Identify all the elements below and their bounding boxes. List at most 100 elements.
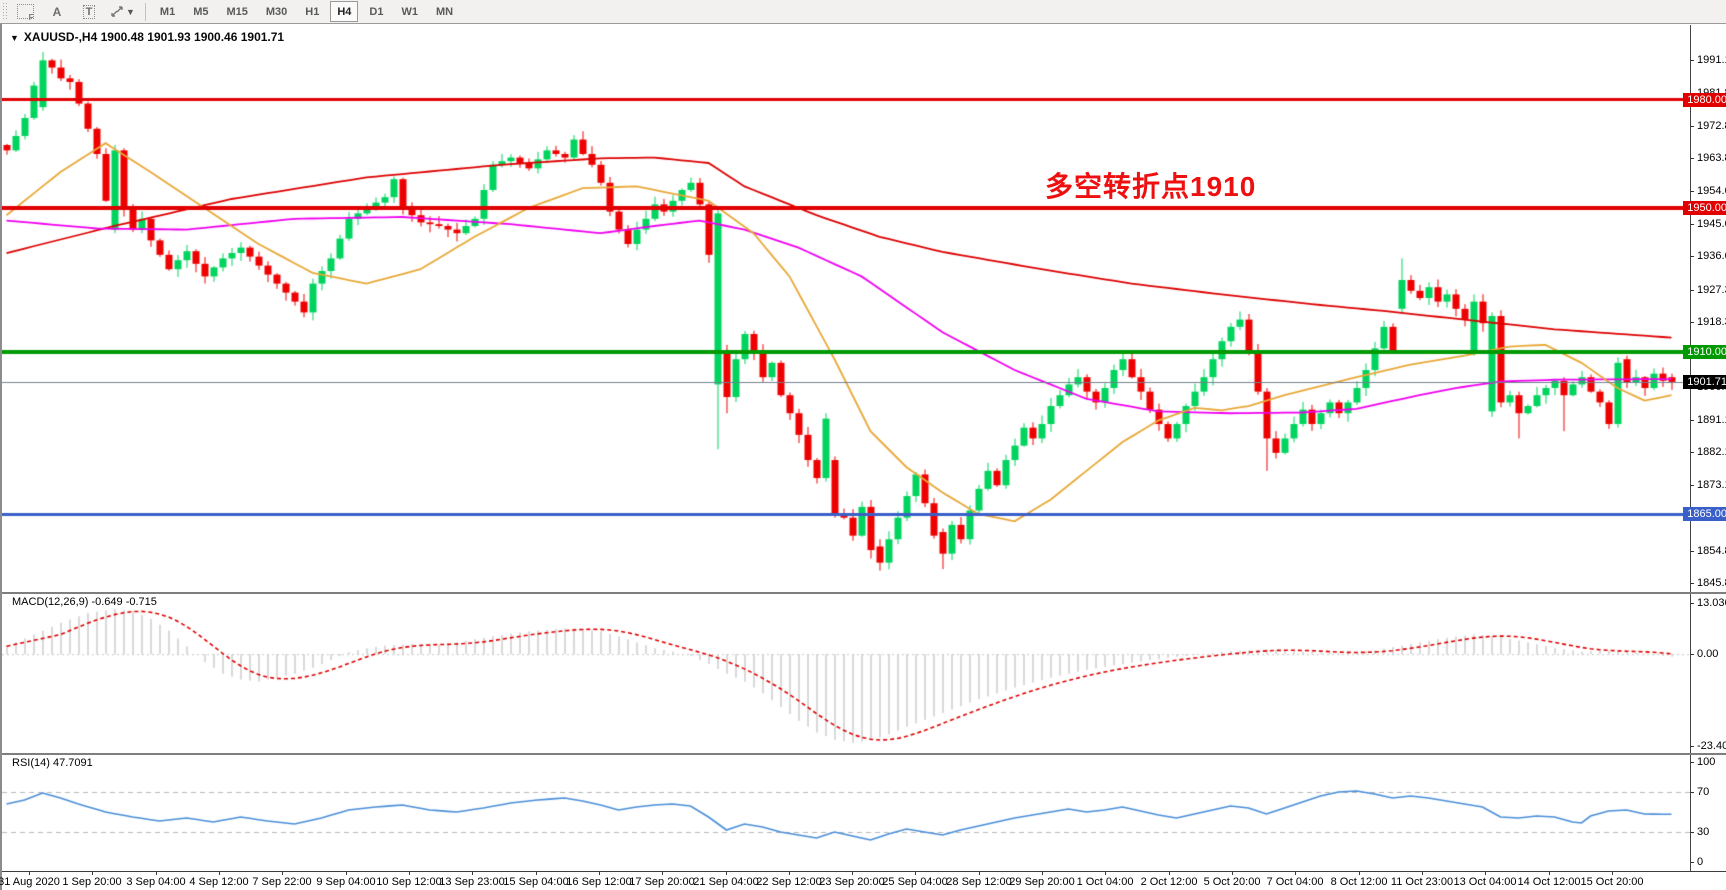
chart-title-text: XAUUSD-,H4 1900.48 1901.93 1900.46 1901.… xyxy=(23,30,285,44)
chart-title: ▼ XAUUSD-,H4 1900.48 1901.93 1900.46 1901… xyxy=(10,30,284,44)
date-tickmark xyxy=(1295,872,1296,875)
price-tick-1918.35: 1918.35 xyxy=(1697,316,1726,328)
toolbar-separator xyxy=(144,2,146,21)
date-tickmark xyxy=(1422,872,1423,875)
date-tickmark xyxy=(1105,872,1106,875)
chart-toolbar: A T ▼ M1 M5 M15 M30 H1 H4 D1 W1 MN xyxy=(0,0,1726,24)
chart-collapse-triangle-icon[interactable]: ▼ xyxy=(10,33,19,43)
macd-axis[interactable]: 13.036 0.00 -23.407 xyxy=(1690,594,1726,753)
macd-tick--23.407-tickmark xyxy=(1690,746,1694,747)
rsi-chart-canvas[interactable] xyxy=(2,755,1690,871)
date-tickmark xyxy=(1232,872,1233,875)
price-tick-1927.35-tickmark xyxy=(1690,290,1694,291)
price-axis[interactable]: 1991.101981.851972.851963.851954.601945.… xyxy=(1683,25,1726,594)
macd-tick-13.036-tickmark xyxy=(1690,603,1694,604)
date-label: 13 Oct 04:00 xyxy=(1453,876,1517,888)
date-tickmark xyxy=(472,872,473,875)
chart-grid-tool-button[interactable] xyxy=(10,1,40,22)
price-tick-1972.85: 1972.85 xyxy=(1697,120,1726,132)
text-label-tool-button[interactable]: A xyxy=(42,1,72,22)
rsi-tick-70: 70 xyxy=(1697,786,1710,798)
date-label: 1 Sep 20:00 xyxy=(62,876,122,888)
hline-price-label-1910.00: 1910.00 xyxy=(1683,345,1726,359)
macd-chart-canvas[interactable] xyxy=(2,594,1690,753)
timeframe-button-m30[interactable]: M30 xyxy=(265,5,288,18)
price-tick-1882.10: 1882.10 xyxy=(1697,446,1726,458)
price-tick-1945.60: 1945.60 xyxy=(1697,218,1726,230)
price-tick-1963.85-tickmark xyxy=(1690,158,1694,159)
date-label: 25 Sep 04:00 xyxy=(882,876,948,888)
price-tick-1845.85: 1845.85 xyxy=(1697,577,1726,589)
price-tick-1882.10-tickmark xyxy=(1690,452,1694,453)
macd-tick-0.00: 0.00 xyxy=(1697,648,1719,660)
date-label: 23 Sep 20:00 xyxy=(819,876,885,888)
date-tickmark xyxy=(536,872,537,875)
date-tickmark xyxy=(599,872,600,875)
panel-splitter-rsi[interactable] xyxy=(2,753,1726,755)
date-tickmark xyxy=(662,872,663,875)
date-tickmark xyxy=(1485,872,1486,875)
date-label: 2 Oct 12:00 xyxy=(1140,876,1198,888)
price-tick-1954.60: 1954.60 xyxy=(1697,185,1726,197)
price-tick-1991.10: 1991.10 xyxy=(1697,54,1726,66)
date-label: 22 Sep 12:00 xyxy=(756,876,822,888)
rsi-tick-70-tickmark xyxy=(1690,792,1694,793)
toolbar-grip-handle[interactable] xyxy=(2,2,9,21)
timeframe-button-w1[interactable]: W1 xyxy=(401,5,418,18)
date-tickmark xyxy=(1612,872,1613,875)
timeframe-button-d1[interactable]: D1 xyxy=(369,5,384,18)
timeframe-button-mn[interactable]: MN xyxy=(435,5,454,18)
date-label: 9 Sep 04:00 xyxy=(316,876,376,888)
macd-tick-13.036: 13.036 xyxy=(1697,597,1726,609)
timeframe-button-m5[interactable]: M5 xyxy=(193,5,209,18)
date-tickmark xyxy=(1359,872,1360,875)
price-tick-1945.60-tickmark xyxy=(1690,224,1694,225)
timeframe-toolbar: M1 M5 M15 M30 H1 H4 D1 W1 MN xyxy=(151,1,462,22)
arrows-icon xyxy=(111,6,123,17)
macd-label: MACD(12,26,9) -0.649 -0.715 xyxy=(12,596,157,608)
current-price-label: 1901.71 xyxy=(1683,375,1726,389)
date-tickmark xyxy=(979,872,980,875)
date-tickmark xyxy=(726,872,727,875)
timeframe-button-m1[interactable]: M1 xyxy=(159,5,176,18)
panel-splitter-macd[interactable] xyxy=(2,592,1726,594)
chart-text-annotation[interactable]: 多空转折点1910 xyxy=(1045,171,1257,202)
macd-panel: MACD(12,26,9) -0.649 -0.715 13.036 0.00 -2… xyxy=(2,594,1726,753)
text-box-tool-button[interactable]: T xyxy=(74,1,104,22)
dropdown-caret-icon[interactable]: ▼ xyxy=(126,6,135,17)
date-label: 15 Oct 20:00 xyxy=(1580,876,1644,888)
date-label: 10 Sep 12:00 xyxy=(376,876,442,888)
date-tickmark xyxy=(92,872,93,875)
price-tick-1972.85-tickmark xyxy=(1690,126,1694,127)
rsi-tick-100-tickmark xyxy=(1690,762,1694,763)
timeframe-button-h4[interactable]: H4 xyxy=(330,1,359,22)
price-tick-1991.10-tickmark xyxy=(1690,60,1694,61)
rsi-label: RSI(14) 47.7091 xyxy=(12,757,93,769)
date-tickmark xyxy=(789,872,790,875)
price-tick-1845.85-tickmark xyxy=(1690,583,1694,584)
timeframe-button-m15[interactable]: M15 xyxy=(226,5,248,18)
rsi-axis[interactable]: 100 70 30 0 xyxy=(1690,755,1726,871)
timeframe-button-h1[interactable]: H1 xyxy=(305,5,320,18)
arrows-tool-button[interactable]: ▼ xyxy=(106,1,139,22)
macd-tick-0.00-tickmark xyxy=(1690,654,1694,655)
price-panel: ▼ XAUUSD-,H4 1900.48 1901.93 1900.46 1901… xyxy=(2,25,1726,594)
date-tickmark xyxy=(1169,872,1170,875)
price-tick-1854.85-tickmark xyxy=(1690,551,1694,552)
rsi-tick-30-tickmark xyxy=(1690,832,1694,833)
date-tickmark xyxy=(29,872,30,875)
chart-area: ▼ XAUUSD-,H4 1900.48 1901.93 1900.46 1901… xyxy=(0,24,1726,890)
price-tick-1873.10: 1873.10 xyxy=(1697,479,1726,491)
date-label: 7 Oct 04:00 xyxy=(1266,876,1324,888)
date-label: 1 Oct 04:00 xyxy=(1076,876,1134,888)
date-tickmark xyxy=(346,872,347,875)
date-label: 15 Sep 04:00 xyxy=(503,876,569,888)
date-label: 11 Oct 23:00 xyxy=(1390,876,1454,888)
price-tick-1918.35-tickmark xyxy=(1690,322,1694,323)
date-axis[interactable]: 31 Aug 2020 1 Sep 20:00 3 Sep 04:00 4 Sep 1… xyxy=(0,871,1726,890)
date-label: 29 Sep 20:00 xyxy=(1009,876,1075,888)
price-tick-1936.60: 1936.60 xyxy=(1697,250,1726,262)
date-label: 16 Sep 12:00 xyxy=(566,876,632,888)
date-label: 31 Aug 2020 xyxy=(0,876,60,888)
price-chart-canvas[interactable] xyxy=(2,25,1690,592)
